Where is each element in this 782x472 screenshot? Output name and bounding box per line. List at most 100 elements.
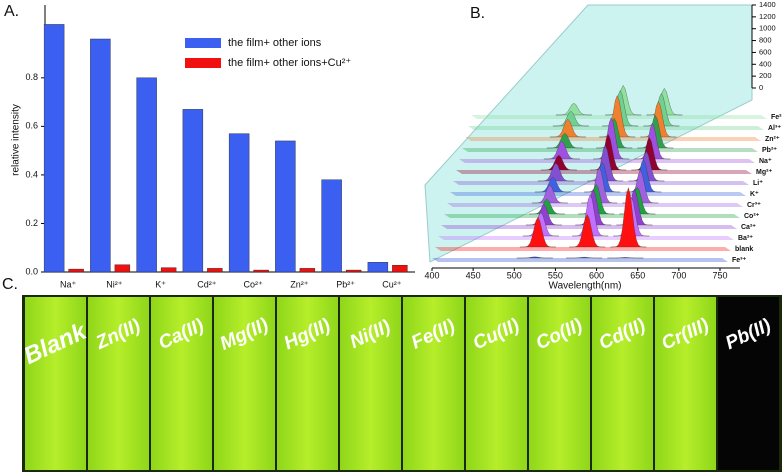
peak [531, 184, 568, 204]
x-tick-label: Ni²⁺ [106, 279, 122, 289]
film-strip [277, 297, 338, 470]
peak [516, 256, 553, 259]
x-axis-label: Wavelength(nm) [549, 281, 622, 292]
film-strip [466, 297, 527, 470]
x-tick-label: 550 [548, 270, 563, 280]
y-tick-label: 0.8 [25, 72, 38, 82]
bar [275, 140, 296, 273]
film-strip [592, 297, 653, 470]
peak [528, 198, 565, 215]
peak [599, 95, 636, 138]
series-label: Cr³⁺ [747, 202, 761, 209]
ribbon [435, 247, 731, 251]
y-tick-label: 0.2 [25, 218, 38, 228]
x-tick-label: 750 [712, 270, 727, 280]
series-label: Mg²⁺ [756, 169, 772, 176]
panel-label: A. [4, 3, 19, 20]
x-tick-label: Zn²⁺ [290, 279, 309, 289]
panel-label: C. [2, 276, 18, 293]
y-tick-label: 0.4 [25, 169, 38, 179]
film-strip [340, 297, 401, 470]
peak [590, 134, 627, 171]
peak [593, 117, 630, 160]
series-label: Fe²⁺ [771, 114, 782, 121]
peak [631, 137, 668, 171]
series-label: blank [735, 246, 753, 253]
peak [566, 256, 603, 259]
bar [114, 264, 131, 273]
x-tick-label: K⁺ [155, 279, 166, 289]
peak [637, 115, 674, 149]
legend-swatch [185, 38, 221, 48]
peak [543, 140, 580, 160]
film-strip [214, 297, 275, 470]
peak [546, 132, 583, 149]
series-label: Ca²⁺ [741, 224, 756, 231]
film-strip [403, 297, 464, 470]
series-label: Na⁺ [759, 158, 772, 165]
y-tick-label: 1000 [759, 24, 776, 33]
bar [160, 267, 177, 273]
peak [569, 214, 606, 248]
bar [228, 133, 250, 273]
peak [634, 123, 671, 160]
y-tick-label: 1400 [759, 0, 776, 9]
series-label: Fe³⁺ [732, 257, 747, 264]
bar [253, 269, 269, 273]
legend-swatch [185, 58, 221, 68]
x-tick-label: 450 [466, 270, 481, 280]
bar [43, 24, 65, 273]
x-tick-label: 700 [671, 270, 686, 280]
series-label: Zn²⁺ [765, 136, 780, 143]
bar [90, 38, 111, 273]
peak [628, 151, 665, 182]
x-tick-label: Cu²⁺ [382, 279, 402, 289]
legend-label: the film+ other ions+Cu²⁺ [228, 57, 351, 69]
bar [299, 268, 316, 273]
ribbon [432, 258, 728, 262]
peak [540, 154, 577, 171]
y-tick-label: 200 [759, 71, 772, 80]
series-label: Ba²⁺ [738, 235, 753, 242]
series-label: Li⁺ [753, 180, 763, 187]
peak [572, 194, 609, 237]
peak [549, 118, 586, 138]
film-strip [529, 297, 590, 470]
film-strip [88, 297, 149, 470]
x-tick-label: 600 [589, 270, 604, 280]
series-label: K⁺ [750, 191, 759, 198]
y-tick-label: 1200 [759, 12, 776, 21]
x-tick-label: 500 [507, 270, 522, 280]
x-tick-label: 650 [630, 270, 645, 280]
bar [182, 109, 204, 273]
bar [345, 269, 362, 273]
series-label: Al³⁺ [768, 125, 781, 132]
peak [537, 162, 574, 182]
bar [367, 262, 389, 273]
peak [607, 257, 644, 259]
peak [525, 204, 562, 226]
x-tick-label: 400 [424, 270, 439, 280]
legend-label: the film+ other ions [228, 37, 322, 49]
bar [321, 179, 342, 273]
bar [68, 268, 84, 273]
y-axis-label: relative intensity [11, 104, 22, 176]
bar [392, 265, 408, 273]
bar [207, 268, 223, 273]
y-tick-label: 0.6 [25, 121, 38, 131]
peak [519, 217, 556, 248]
x-tick-label: Pb²⁺ [336, 279, 355, 289]
film-strip [25, 297, 86, 470]
x-tick-label: Cd²⁺ [197, 279, 217, 289]
y-tick-label: 0.0 [25, 266, 38, 276]
film-strip [151, 297, 212, 470]
x-tick-label: Co²⁺ [243, 279, 263, 289]
film-strip [718, 297, 779, 470]
peak [640, 101, 677, 138]
peak [534, 176, 571, 193]
peak [625, 159, 662, 193]
peak [522, 212, 559, 237]
y-tick-label: 600 [759, 47, 772, 56]
peak [610, 187, 647, 248]
